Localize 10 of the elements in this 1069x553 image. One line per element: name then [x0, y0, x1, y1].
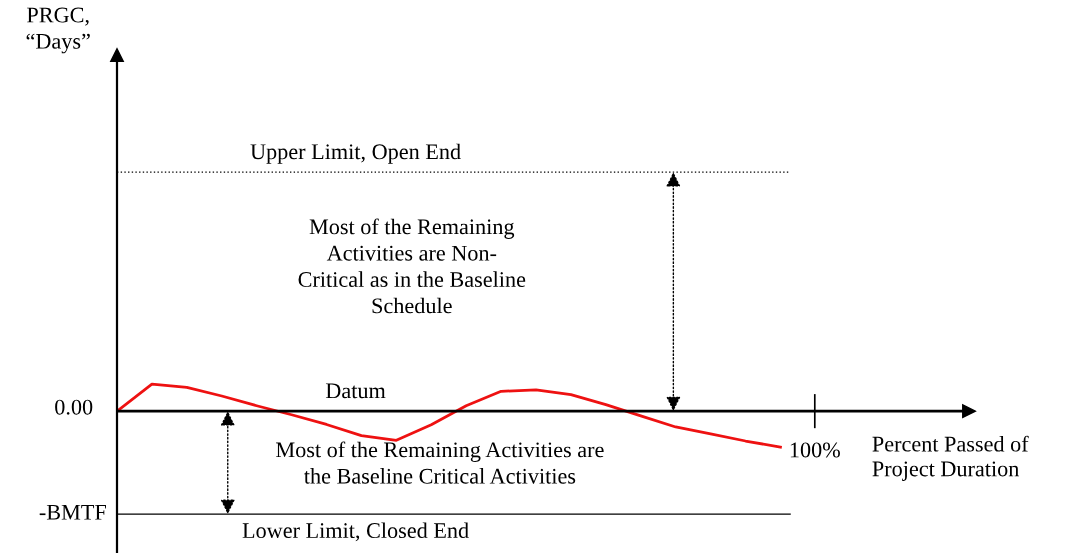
x-axis-title: Percent Passed of Project Duration: [872, 435, 1029, 481]
text: PRGC, “Days”: [26, 7, 90, 54]
text: 0.00: [55, 399, 93, 415]
annotation: 100%: [790, 442, 840, 458]
ref-line-label: Upper Limit, Open End: [250, 143, 461, 164]
ref-line-label: Datum: [325, 383, 386, 399]
ref-line-label: Lower Limit, Closed End: [242, 522, 469, 542]
text: -BMTF: [39, 504, 106, 520]
annotation: Most of the Remaining Activities are the Baseline Critical Activities: [276, 441, 604, 484]
text: Most of the Remaining Activities are Non- Critical as in the Baseline Schedule: [298, 218, 526, 314]
